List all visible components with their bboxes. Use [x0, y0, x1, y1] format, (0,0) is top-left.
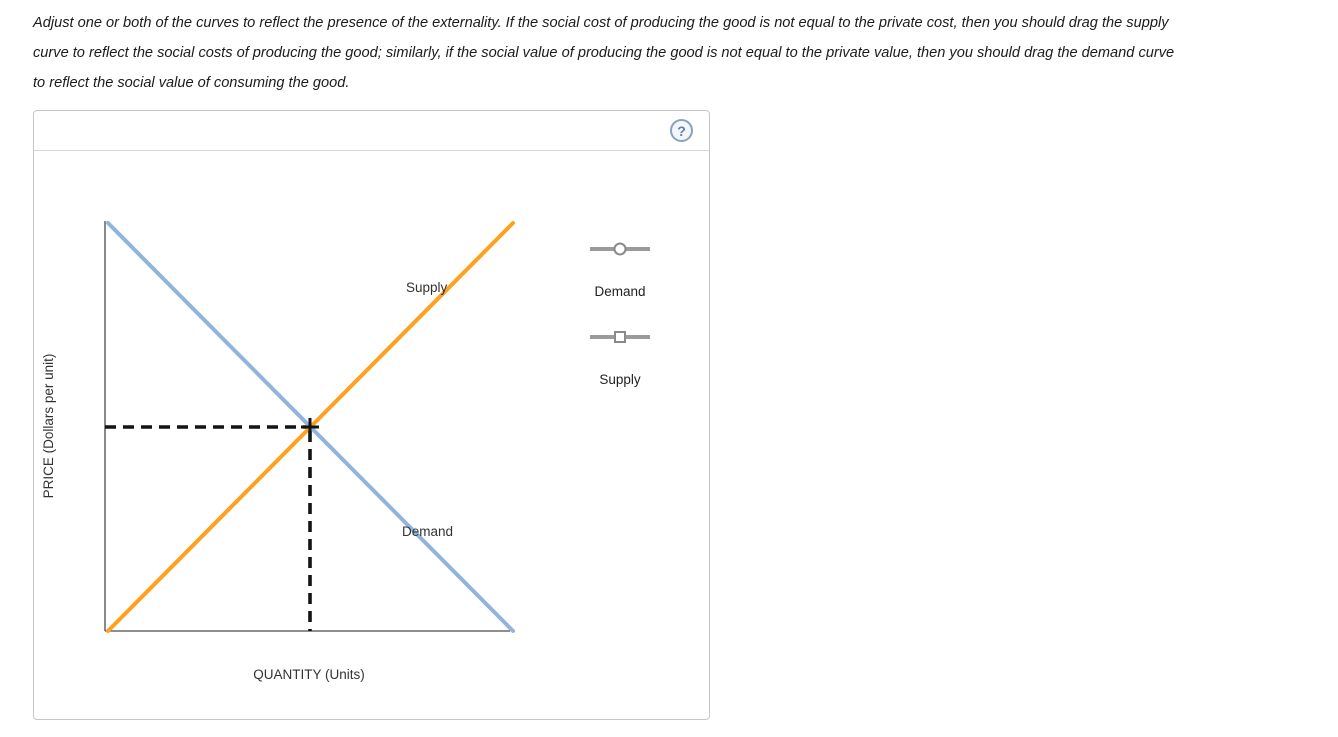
demand-curve-label: Demand — [402, 524, 453, 539]
instructions-text: Adjust one or both of the curves to refl… — [33, 15, 1175, 91]
legend-item-demand: Demand — [587, 242, 653, 299]
legend-label-demand: Demand — [594, 284, 646, 299]
legend-item-supply: Supply — [587, 330, 653, 387]
equilibrium-point-handle[interactable] — [301, 418, 319, 436]
graph-panel: ? Supply Demand QUANTITY (Units) PRICE (… — [33, 110, 710, 720]
supply-curve-label: Supply — [406, 280, 448, 295]
legend-label-supply: Supply — [599, 372, 641, 387]
x-axis-label: QUANTITY (Units) — [253, 667, 365, 682]
help-icon[interactable]: ? — [670, 119, 693, 142]
y-axis-label: PRICE (Dollars per unit) — [41, 354, 56, 499]
supply-marker-icon[interactable] — [589, 330, 651, 344]
supply-demand-graph: Supply Demand QUANTITY (Units) PRICE (Do… — [41, 221, 515, 682]
demand-marker-icon[interactable] — [589, 242, 651, 256]
panel-header: ? — [34, 111, 709, 151]
